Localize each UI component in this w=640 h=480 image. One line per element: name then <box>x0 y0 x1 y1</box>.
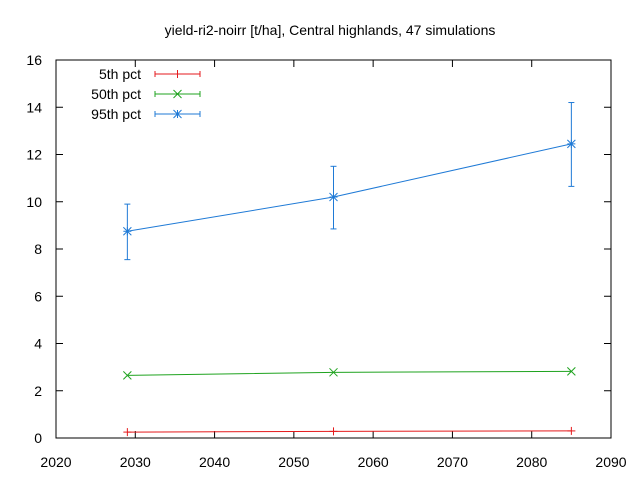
legend-label: 95th pct <box>91 106 141 122</box>
chart-title: yield-ri2-noirr [t/ha], Central highland… <box>165 22 496 38</box>
data-point <box>123 428 132 437</box>
marker-stroke <box>123 226 132 236</box>
legend-label: 5th pct <box>99 66 141 82</box>
marker-stroke <box>173 89 182 99</box>
data-point <box>329 367 338 377</box>
y-tick-label: 10 <box>26 194 42 210</box>
data-point <box>567 367 576 376</box>
x-tick-label: 2080 <box>516 454 547 470</box>
data-point <box>123 226 132 236</box>
series-3 <box>123 102 576 261</box>
data-point <box>567 139 576 149</box>
y-tick-label: 0 <box>34 430 42 446</box>
x-tick-label: 2060 <box>358 454 389 470</box>
y-tick-label: 16 <box>26 52 42 68</box>
axis-ticks: 2020 2030 2040 2050 2060 2070 2080 2090 0 2 4 6 8 10 1… <box>26 52 626 470</box>
x-tick-label: 2070 <box>437 454 468 470</box>
legend: 5th pct 50th pct 95th pct <box>91 66 201 122</box>
x-tick-label: 2090 <box>595 454 626 470</box>
x-tick-label: 2030 <box>120 454 151 470</box>
marker-stroke <box>567 139 576 149</box>
data-point <box>173 109 182 119</box>
y-tick-label: 2 <box>34 383 42 399</box>
legend-label: 50th pct <box>91 86 141 102</box>
data-point <box>173 89 182 99</box>
y-tick-label: 6 <box>34 288 42 304</box>
y-tick-label: 12 <box>26 147 42 163</box>
marker-stroke <box>567 367 576 376</box>
marker-stroke <box>173 109 182 119</box>
marker-stroke <box>329 192 338 202</box>
series-2 <box>123 367 576 380</box>
series-layer <box>123 102 576 437</box>
data-point <box>329 427 338 436</box>
series-1 <box>123 426 576 437</box>
data-point <box>173 70 182 78</box>
data-point <box>567 426 576 435</box>
y-tick-label: 14 <box>26 99 42 115</box>
marker-stroke <box>123 371 132 380</box>
data-point <box>329 192 338 202</box>
marker-stroke <box>329 367 338 377</box>
legend-item: 5th pct <box>99 66 201 82</box>
legend-item: 50th pct <box>91 86 201 102</box>
legend-item: 95th pct <box>91 106 201 122</box>
x-tick-label: 2050 <box>278 454 309 470</box>
y-tick-label: 8 <box>34 241 42 257</box>
y-tick-label: 4 <box>34 336 42 352</box>
data-point <box>123 371 132 380</box>
x-tick-label: 2020 <box>40 454 71 470</box>
x-tick-label: 2040 <box>199 454 230 470</box>
